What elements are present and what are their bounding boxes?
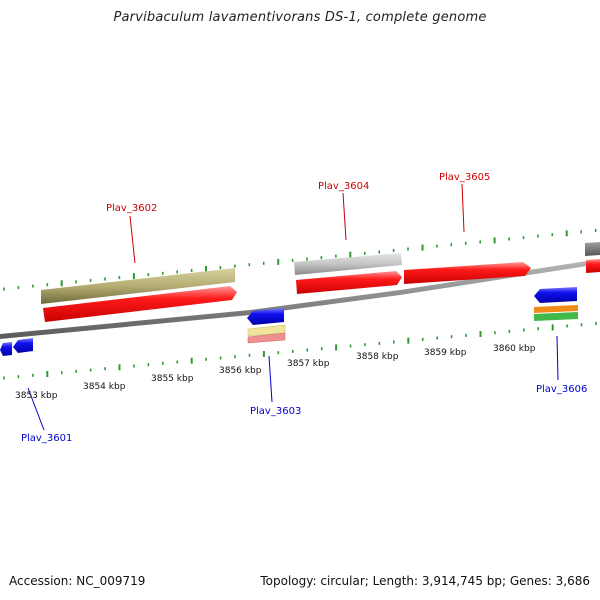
gene-plav-3602-arrow[interactable]: [43, 286, 237, 322]
gene-plav-3606-green-box[interactable]: [534, 312, 578, 321]
gene-label-plav-3602[interactable]: Plav_3602: [106, 203, 157, 214]
gene-plav-3606-arrow[interactable]: [534, 287, 577, 303]
gene-right-edge-red-arrow[interactable]: [586, 259, 600, 273]
kbp-label: 3854 kbp: [83, 382, 126, 392]
leader-plav-3601: [27, 387, 45, 431]
inner-dot-track: [3, 321, 597, 380]
kbp-label: 3855 kbp: [151, 374, 194, 384]
gene-plav-3603-pink-box[interactable]: [247, 332, 286, 344]
kbp-label: 3856 kbp: [219, 366, 262, 376]
genome-backbone: [0, 259, 600, 339]
gene-label-plav-3604[interactable]: Plav_3604: [318, 181, 369, 192]
map-title: Parvibaculum lavamentivorans DS-1, compl…: [113, 10, 487, 25]
gene-plav-3603-arrow[interactable]: [247, 308, 284, 325]
gene-label-plav-3606[interactable]: Plav_3606: [536, 384, 587, 395]
gene-plav-3601-arrow-b[interactable]: [13, 338, 33, 353]
gene-right-edge-grey-box[interactable]: [585, 242, 600, 256]
leader-plav-3603: [268, 355, 273, 403]
kbp-label: 3859 kbp: [424, 348, 467, 358]
leader-plav-3605: [461, 183, 465, 233]
genome-summary-text: Topology: circular; Length: 3,914,745 bp…: [260, 574, 590, 588]
gene-plav-3601-arrow-a[interactable]: [0, 342, 12, 356]
gene-plav-3606-orange-box[interactable]: [534, 305, 578, 313]
leader-plav-3604: [342, 192, 347, 241]
accession-text: Accession: NC_009719: [9, 574, 146, 588]
kbp-label: 3860 kbp: [493, 344, 536, 354]
kbp-label: 3853 kbp: [15, 391, 58, 401]
kbp-label: 3858 kbp: [356, 352, 399, 362]
gene-label-plav-3603[interactable]: Plav_3603: [250, 406, 301, 417]
gene-plav-3605-arrow[interactable]: [404, 262, 531, 284]
kbp-label: 3857 kbp: [287, 359, 330, 369]
label-leader-lines: [27, 183, 559, 431]
leader-plav-3606: [556, 335, 559, 381]
leader-plav-3602: [129, 215, 136, 264]
gene-plav-3602-olive-box[interactable]: [41, 268, 235, 304]
outer-dot-track: [3, 228, 597, 291]
gene-label-plav-3605[interactable]: Plav_3605: [439, 172, 490, 183]
gene-label-plav-3601[interactable]: Plav_3601: [21, 433, 72, 444]
gene-plav-3604-arrow[interactable]: [296, 271, 402, 294]
gene-plav-3604-grey-box[interactable]: [294, 253, 402, 275]
